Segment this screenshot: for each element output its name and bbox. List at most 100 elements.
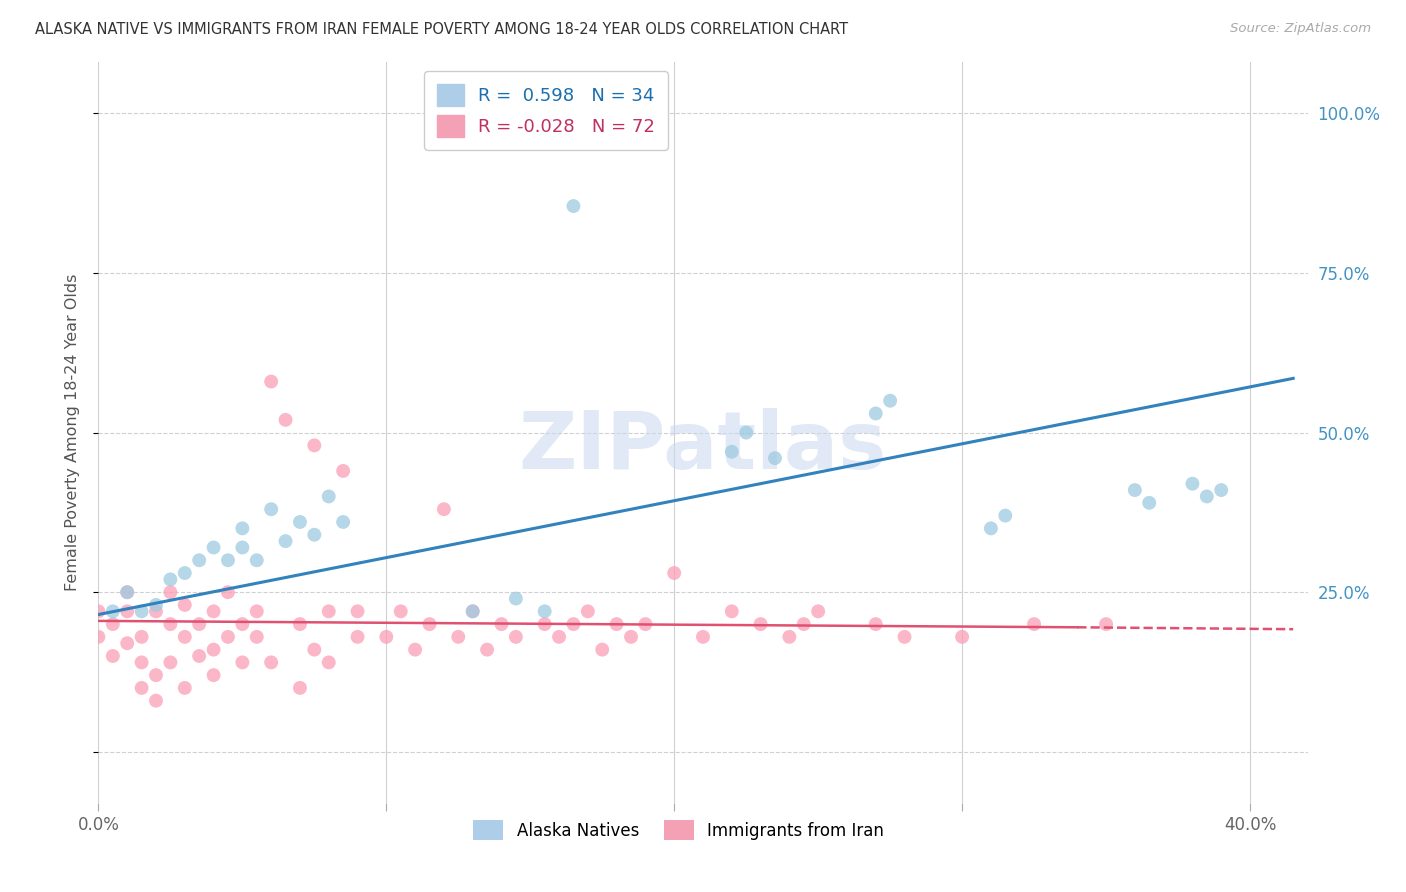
Point <box>159 656 181 670</box>
Point <box>202 668 225 682</box>
Point <box>475 642 498 657</box>
Point <box>318 604 340 618</box>
Point <box>131 681 153 695</box>
Point <box>131 630 153 644</box>
Point <box>491 617 513 632</box>
Point <box>260 656 283 670</box>
Point <box>173 681 195 695</box>
Point <box>202 642 225 657</box>
Point <box>115 585 138 599</box>
Legend: Alaska Natives, Immigrants from Iran: Alaska Natives, Immigrants from Iran <box>467 814 891 847</box>
Point <box>260 502 283 516</box>
Point <box>217 630 239 644</box>
Point <box>217 553 239 567</box>
Text: ALASKA NATIVE VS IMMIGRANTS FROM IRAN FEMALE POVERTY AMONG 18-24 YEAR OLDS CORRE: ALASKA NATIVE VS IMMIGRANTS FROM IRAN FE… <box>35 22 848 37</box>
Point <box>173 598 195 612</box>
Point <box>1181 476 1204 491</box>
Point <box>505 630 527 644</box>
Point <box>720 604 742 618</box>
Point <box>173 630 195 644</box>
Point <box>246 553 269 567</box>
Point <box>720 444 742 458</box>
Point <box>1022 617 1045 632</box>
Point <box>404 642 426 657</box>
Point <box>375 630 398 644</box>
Point <box>87 630 110 644</box>
Point <box>664 566 686 580</box>
Text: ZIPatlas: ZIPatlas <box>519 409 887 486</box>
Point <box>346 630 368 644</box>
Point <box>304 438 326 452</box>
Text: Source: ZipAtlas.com: Source: ZipAtlas.com <box>1230 22 1371 36</box>
Point <box>346 604 368 618</box>
Point <box>231 656 253 670</box>
Point <box>274 534 297 549</box>
Point <box>260 375 283 389</box>
Point <box>318 490 340 504</box>
Point <box>778 630 800 644</box>
Point <box>692 630 714 644</box>
Point <box>188 648 211 663</box>
Point <box>994 508 1017 523</box>
Point <box>217 585 239 599</box>
Point <box>231 541 253 555</box>
Point <box>304 642 326 657</box>
Point <box>879 393 901 408</box>
Point <box>562 617 585 632</box>
Point <box>159 617 181 632</box>
Point <box>533 604 555 618</box>
Point <box>274 413 297 427</box>
Point <box>433 502 456 516</box>
Point <box>173 566 195 580</box>
Point <box>288 617 311 632</box>
Point <box>591 642 613 657</box>
Point <box>145 668 167 682</box>
Point <box>101 617 124 632</box>
Point <box>548 630 571 644</box>
Point <box>288 515 311 529</box>
Point <box>1123 483 1146 497</box>
Point <box>332 515 354 529</box>
Point <box>304 527 326 541</box>
Point <box>246 630 269 644</box>
Point <box>1195 490 1218 504</box>
Point <box>131 604 153 618</box>
Point <box>893 630 915 644</box>
Point <box>1095 617 1118 632</box>
Point <box>562 199 585 213</box>
Point <box>461 604 484 618</box>
Point <box>115 604 138 618</box>
Point <box>246 604 269 618</box>
Point <box>763 451 786 466</box>
Y-axis label: Female Poverty Among 18-24 Year Olds: Female Poverty Among 18-24 Year Olds <box>65 274 80 591</box>
Point <box>101 648 124 663</box>
Point <box>188 617 211 632</box>
Point <box>793 617 815 632</box>
Point <box>188 553 211 567</box>
Point <box>145 694 167 708</box>
Point <box>447 630 470 644</box>
Point <box>318 656 340 670</box>
Point <box>807 604 830 618</box>
Point <box>418 617 440 632</box>
Point <box>606 617 628 632</box>
Point <box>202 541 225 555</box>
Point <box>576 604 599 618</box>
Point <box>533 617 555 632</box>
Point <box>749 617 772 632</box>
Point <box>634 617 657 632</box>
Point <box>202 604 225 618</box>
Point <box>332 464 354 478</box>
Point <box>461 604 484 618</box>
Point <box>159 573 181 587</box>
Point <box>101 604 124 618</box>
Point <box>1137 496 1160 510</box>
Point <box>288 681 311 695</box>
Point <box>735 425 758 440</box>
Point <box>505 591 527 606</box>
Point <box>389 604 412 618</box>
Point <box>115 636 138 650</box>
Point <box>620 630 643 644</box>
Point <box>159 585 181 599</box>
Point <box>231 521 253 535</box>
